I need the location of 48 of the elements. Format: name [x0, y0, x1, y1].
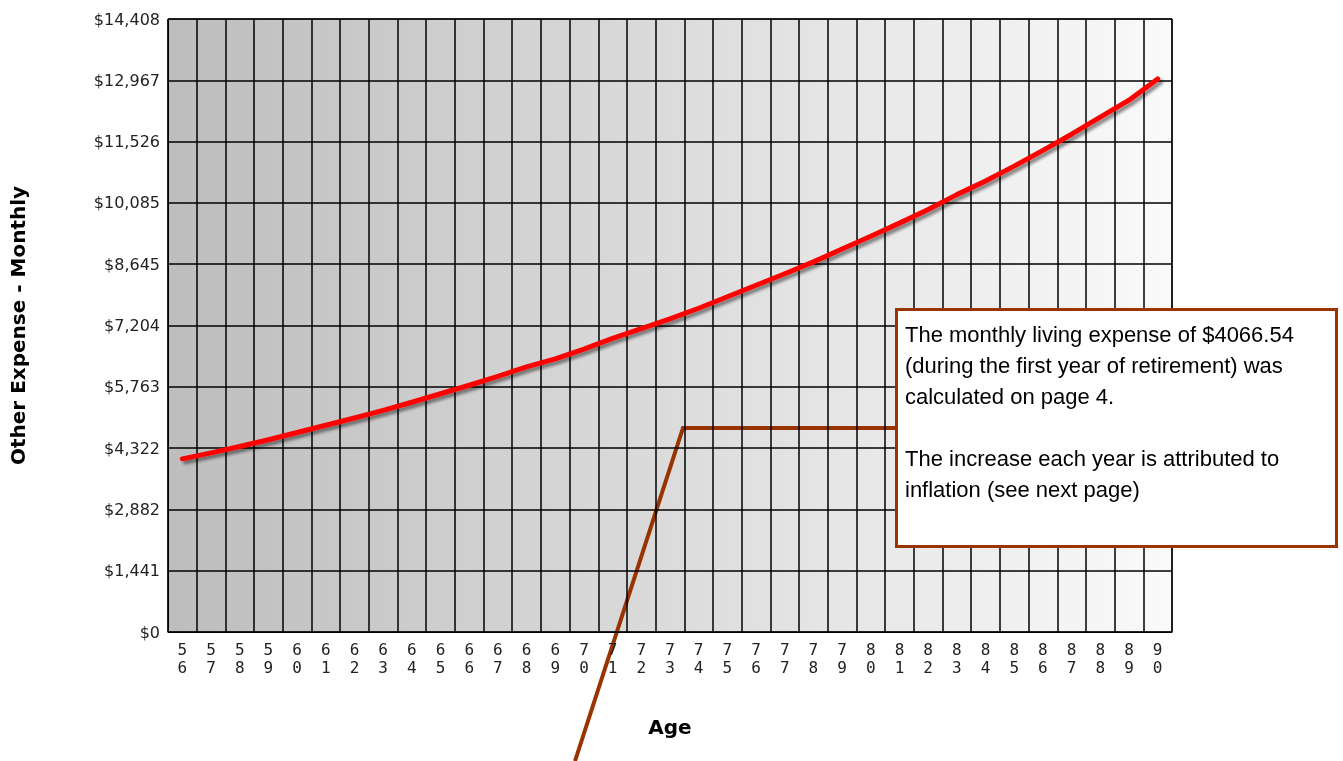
y-tick-label: $4,322	[104, 438, 160, 458]
y-tick-label: $1,441	[104, 561, 160, 581]
x-tick-label: 81	[894, 639, 905, 677]
y-tick-label: $12,967	[93, 70, 160, 90]
x-tick-label: 79	[837, 639, 847, 677]
y-tick-label: $5,763	[104, 377, 160, 397]
y-tick-label: $0	[139, 622, 160, 642]
x-axis-title: Age	[648, 715, 692, 739]
x-tick-label: 72	[636, 639, 647, 677]
x-tick-label: 74	[693, 639, 704, 677]
x-tick-label: 82	[923, 639, 933, 677]
y-tick-label: $10,085	[93, 193, 160, 213]
x-tick-label: 58	[234, 639, 245, 677]
x-tick-label: 88	[1095, 639, 1106, 677]
x-tick-label: 75	[722, 639, 733, 677]
x-tick-label: 77	[779, 639, 790, 677]
x-tick-label: 83	[952, 639, 962, 677]
callout-box: The monthly living expense of $4066.54 (during the first year of retirement) was calculated on page 4. The increase each year is attributed to inflation (see next page)	[895, 308, 1338, 548]
x-tick-label: 56	[177, 639, 188, 677]
x-tick-label: 89	[1124, 639, 1134, 677]
x-tick-label: 59	[263, 639, 274, 677]
x-tick-label: 69	[550, 639, 561, 677]
x-tick-label: 86	[1038, 639, 1048, 677]
x-tick-label: 63	[378, 639, 388, 677]
y-tick-label: $7,204	[104, 316, 160, 335]
x-tick-label: 70	[579, 639, 589, 677]
x-tick-label: 68	[521, 639, 532, 677]
y-tick-label: $2,882	[104, 499, 160, 519]
y-tick-label: $11,526	[93, 132, 160, 152]
x-tick-label: 84	[980, 639, 991, 677]
x-tick-label: 65	[435, 639, 446, 677]
x-tick-label: 62	[349, 639, 360, 677]
x-tick-label: 64	[407, 639, 417, 677]
x-tick-label: 67	[493, 639, 503, 677]
x-tick-label: 73	[665, 639, 675, 677]
y-tick-label: $14,408	[93, 9, 160, 29]
x-tick-label: 60	[292, 639, 302, 677]
x-tick-label: 87	[1066, 639, 1077, 677]
x-tick-label: 80	[865, 639, 876, 677]
y-axis-title: Other Expense - Monthly	[6, 185, 30, 466]
y-tick-label: $8,645	[104, 254, 160, 274]
x-tick-label: 61	[320, 639, 331, 677]
x-tick-label: 66	[464, 639, 475, 677]
x-tick-label: 78	[808, 639, 819, 677]
x-tick-label: 85	[1009, 639, 1020, 677]
x-tick-label: 57	[206, 639, 216, 677]
x-tick-label: 90	[1152, 639, 1163, 677]
x-tick-label: 76	[751, 639, 761, 677]
